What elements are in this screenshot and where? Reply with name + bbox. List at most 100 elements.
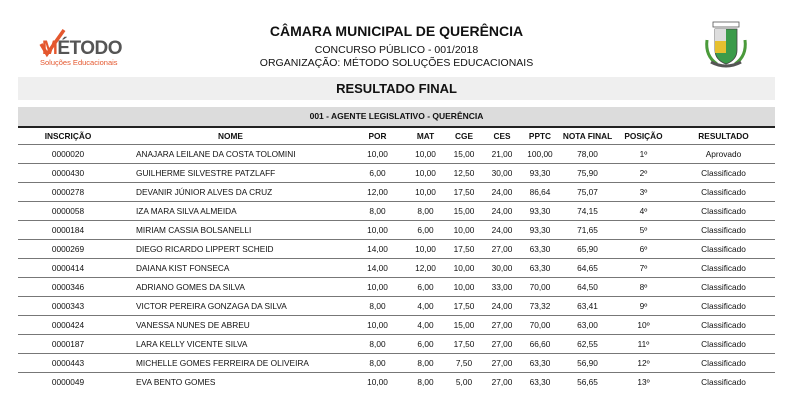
column-header-resultado: RESULTADO [698, 131, 749, 141]
cell-inscricao: 0000058 [18, 201, 118, 221]
cell-cge: 15,00 [444, 201, 484, 221]
cell-ces: 30,00 [484, 163, 520, 183]
table-row: 0000058 IZA MARA SILVA ALMEIDA 8,00 8,00 15,… [18, 201, 775, 221]
cell-nome: LARA KELLY VICENTE SILVA [118, 334, 348, 354]
cell-inscricao: 0000187 [18, 334, 118, 354]
table-row: 0000278 DEVANIR JÚNIOR ALVES DA CRUZ 12,00… [18, 182, 775, 202]
cell-pptc: 63,30 [520, 258, 560, 278]
cell-cge: 17,50 [444, 334, 484, 354]
cell-ces: 27,00 [484, 372, 520, 391]
cell-inscricao: 0000184 [18, 220, 118, 240]
cell-inscricao: 0000430 [18, 163, 118, 183]
cell-ces: 24,00 [484, 220, 520, 240]
cell-resultado: Aprovado [672, 144, 775, 164]
cell-inscricao: 0000269 [18, 239, 118, 259]
cell-posicao: 7º [615, 258, 672, 278]
cell-pptc: 93,30 [520, 220, 560, 240]
table-row: 0000414 DAIANA KIST FONSECA 14,00 12,00 10,0… [18, 258, 775, 278]
table-header: INSCRIÇÃO NOME POR MAT CGE CES PPTC NOTA FINAL P… [18, 128, 775, 145]
cell-resultado: Classificado [672, 334, 775, 354]
table-row: 0000424 VANESSA NUNES DE ABREU 10,00 4,00 15… [18, 315, 775, 335]
cell-pptc: 63,30 [520, 372, 560, 391]
cell-ces: 27,00 [484, 353, 520, 373]
cell-nome: MIRIAM CASSIA BOLSANELLI [118, 220, 348, 240]
cell-cge: 17,50 [444, 182, 484, 202]
cell-inscricao: 0000343 [18, 296, 118, 316]
cell-por: 14,00 [348, 258, 407, 278]
cell-ces: 27,00 [484, 239, 520, 259]
cell-nome: DEVANIR JÚNIOR ALVES DA CRUZ [118, 182, 348, 202]
column-header-posicao: POSIÇÃO [624, 131, 663, 141]
logo-tagline: Soluções Educacionais [40, 58, 118, 67]
checkmark-icon [39, 28, 66, 58]
page-title: CÂMARA MUNICIPAL DE QUERÊNCIA [269, 23, 524, 39]
cell-posicao: 11º [615, 334, 672, 354]
metodo-logo: MÉTODO Soluções Educacionais [38, 28, 128, 68]
cell-ces: 30,00 [484, 258, 520, 278]
cell-posicao: 12º [615, 353, 672, 373]
cell-cge: 15,00 [444, 315, 484, 335]
cell-por: 10,00 [348, 315, 407, 335]
cell-pptc: 70,00 [520, 277, 560, 297]
cell-cge: 17,50 [444, 296, 484, 316]
cell-cge: 17,50 [444, 239, 484, 259]
table-row: 0000187 LARA KELLY VICENTE SILVA 8,00 6,00 1… [18, 334, 775, 354]
cell-nota-final: 56,65 [560, 372, 615, 391]
cell-por: 12,00 [348, 182, 407, 202]
cell-mat: 8,00 [407, 201, 444, 221]
cell-posicao: 10º [615, 315, 672, 335]
cell-inscricao: 0000278 [18, 182, 118, 202]
cell-pptc: 73,32 [520, 296, 560, 316]
cell-por: 8,00 [348, 296, 407, 316]
cell-posicao: 3º [615, 182, 672, 202]
result-title: RESULTADO FINAL [18, 77, 775, 100]
cell-por: 8,00 [348, 334, 407, 354]
cell-ces: 21,00 [484, 144, 520, 164]
cell-mat: 4,00 [407, 296, 444, 316]
cell-inscricao: 0000424 [18, 315, 118, 335]
table-row: 0000346 ADRIANO GOMES DA SILVA 10,00 6,00 10… [18, 277, 775, 297]
column-header-cge: CGE [455, 131, 473, 141]
cell-mat: 12,00 [407, 258, 444, 278]
cell-por: 10,00 [348, 144, 407, 164]
cell-nota-final: 71,65 [560, 220, 615, 240]
cell-cge: 10,00 [444, 220, 484, 240]
cell-ces: 24,00 [484, 182, 520, 202]
table-row: 0000443 MICHELLE GOMES FERREIRA DE OLIVEI… [18, 353, 775, 373]
cell-inscricao: 0000049 [18, 372, 118, 391]
cell-pptc: 93,30 [520, 163, 560, 183]
cell-ces: 24,00 [484, 201, 520, 221]
subtitle: CONCURSO PÚBLICO - 001/2018 [314, 44, 479, 56]
column-header-nota-final: NOTA FINAL [562, 131, 613, 141]
cell-nota-final: 75,90 [560, 163, 615, 183]
coat-of-arms-icon [705, 21, 747, 68]
cell-por: 10,00 [348, 372, 407, 391]
cell-inscricao: 0000346 [18, 277, 118, 297]
cell-mat: 8,00 [407, 353, 444, 373]
cell-ces: 24,00 [484, 296, 520, 316]
cell-cge: 10,00 [444, 258, 484, 278]
cell-resultado: Classificado [672, 239, 775, 259]
cell-mat: 6,00 [407, 277, 444, 297]
cell-nome: IZA MARA SILVA ALMEIDA [118, 201, 348, 221]
cell-por: 6,00 [348, 163, 407, 183]
cell-nota-final: 62,55 [560, 334, 615, 354]
cell-nome: ANAJARA LEILANE DA COSTA TOLOMINI [118, 144, 348, 164]
column-header-mat: MAT [416, 131, 435, 141]
cell-nota-final: 75,07 [560, 182, 615, 202]
cell-pptc: 70,00 [520, 315, 560, 335]
cell-cge: 10,00 [444, 277, 484, 297]
cell-nota-final: 56,90 [560, 353, 615, 373]
cell-mat: 10,00 [407, 144, 444, 164]
cell-por: 14,00 [348, 239, 407, 259]
cell-pptc: 63,30 [520, 239, 560, 259]
organization: ORGANIZAÇÃO: MÉTODO SOLUÇÕES EDUCACIONAI… [259, 57, 534, 69]
table-row: 0000049 EVA BENTO GOMES 10,00 8,00 5,00 27,00… [18, 372, 775, 391]
cell-por: 10,00 [348, 220, 407, 240]
cell-resultado: Classificado [672, 258, 775, 278]
cell-nota-final: 63,41 [560, 296, 615, 316]
cell-pptc: 93,30 [520, 201, 560, 221]
results-table: INSCRIÇÃO NOME POR MAT CGE CES PPTC NOTA FINAL P… [18, 128, 775, 391]
cell-pptc: 100,00 [520, 144, 560, 164]
